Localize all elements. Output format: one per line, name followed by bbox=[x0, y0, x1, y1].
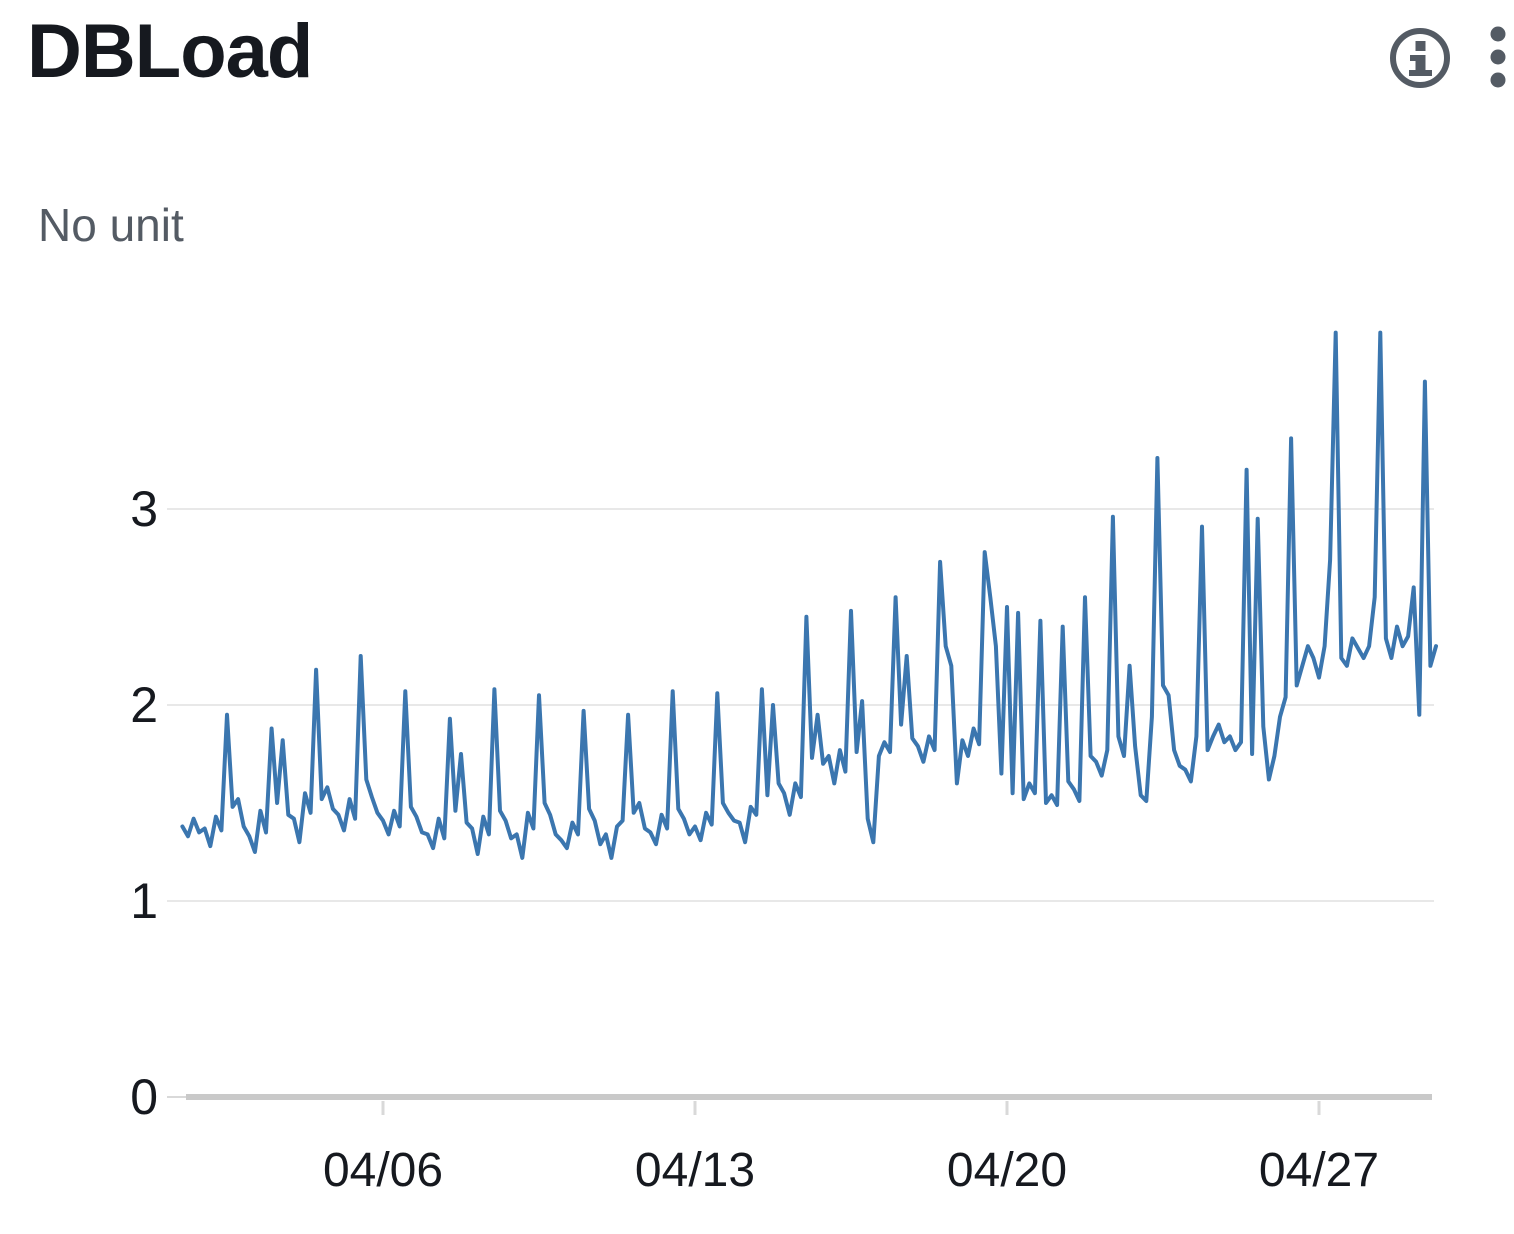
dbload-series-line bbox=[180, 330, 1438, 860]
widget-menu-button[interactable] bbox=[1490, 24, 1506, 92]
y-axis-tick-label: 3 bbox=[130, 481, 158, 537]
x-axis-tick-label: 04/13 bbox=[635, 1144, 755, 1197]
widget-title: DBLoad bbox=[27, 9, 313, 94]
vertical-ellipsis-icon bbox=[1490, 26, 1506, 88]
y-axis-tick-label: 0 bbox=[130, 1069, 158, 1125]
info-button[interactable] bbox=[1390, 24, 1452, 92]
x-axis-tick-label: 04/20 bbox=[947, 1144, 1067, 1197]
widget-header-actions bbox=[1390, 24, 1506, 92]
y-axis-tick-label: 2 bbox=[130, 677, 158, 733]
y-axis-tick-label: 1 bbox=[130, 873, 158, 929]
info-icon bbox=[1390, 28, 1450, 88]
x-axis-tick-label: 04/06 bbox=[323, 1144, 443, 1197]
unit-label: No unit bbox=[38, 199, 184, 251]
x-axis-tick-label: 04/27 bbox=[1259, 1144, 1379, 1197]
